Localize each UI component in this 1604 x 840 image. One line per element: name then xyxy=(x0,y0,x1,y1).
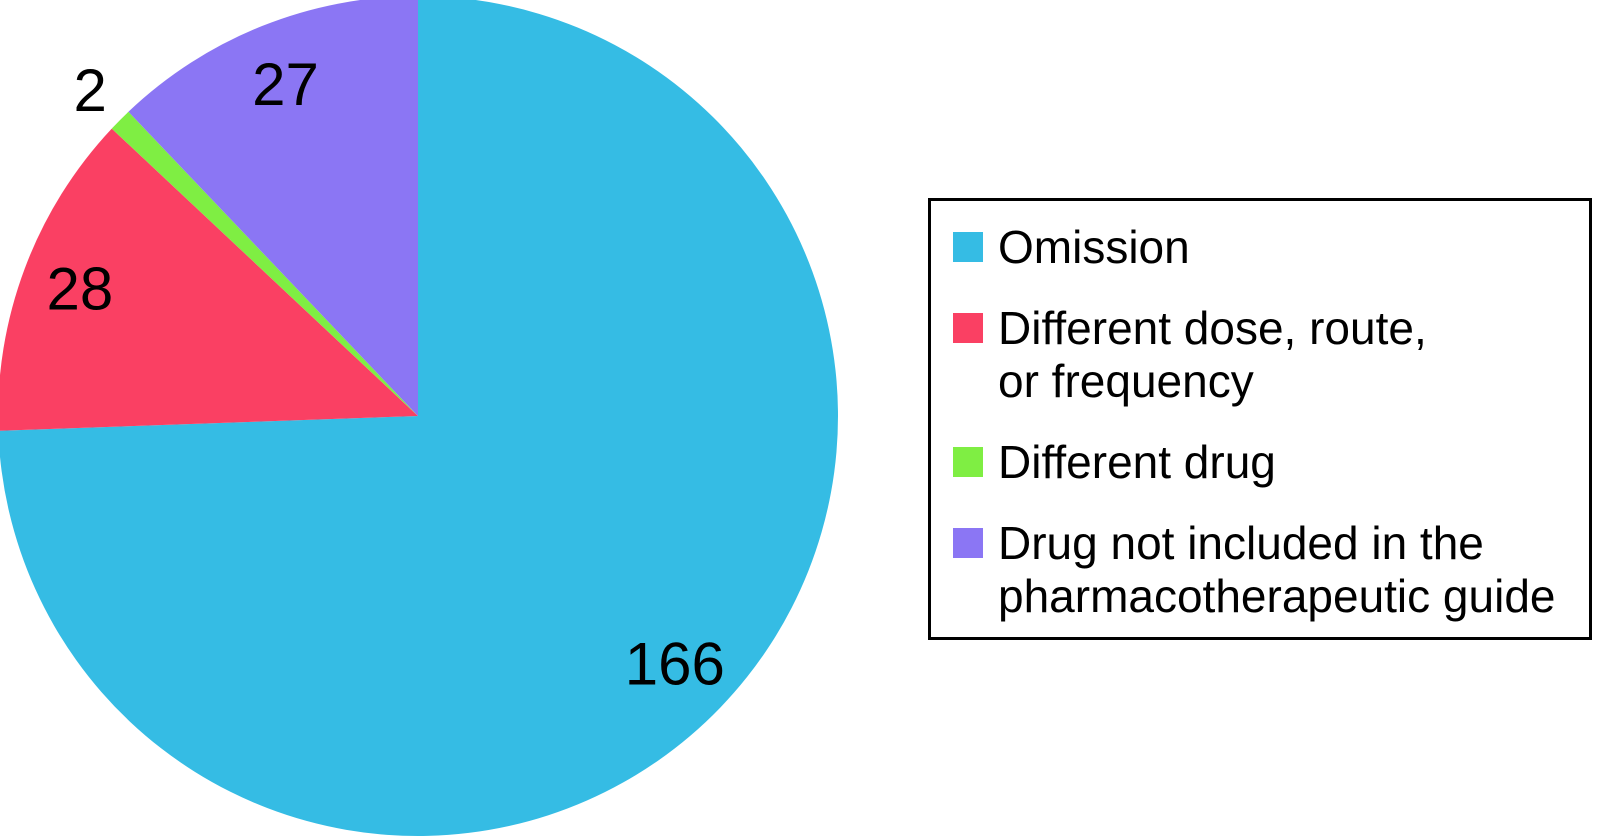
legend-item-drug-not-included: Drug not included in the pharmacotherape… xyxy=(953,517,1579,623)
legend-label-line: Omission xyxy=(998,221,1190,273)
pie-slice-different-drug xyxy=(111,111,418,416)
legend-label-drug-not-included: Drug not included in the pharmacotherape… xyxy=(998,517,1555,623)
legend-item-omission: Omission xyxy=(953,221,1579,274)
legend: Omission Different dose, route, or frequ… xyxy=(928,198,1592,640)
slice-value-label-omission: 166 xyxy=(625,631,725,698)
legend-label-different-dose-route-or-frequency: Different dose, route, or frequency xyxy=(998,302,1427,408)
pie-slice-drug-not-included-in-the-pharmacotherapeutic-guide xyxy=(128,0,418,416)
legend-label-line: pharmacotherapeutic guide xyxy=(998,570,1556,622)
pie-slice-different-dose-route-or-frequency xyxy=(0,128,418,431)
legend-swatch-different-drug xyxy=(953,447,983,477)
slice-value-label-different-drug: 2 xyxy=(74,57,107,124)
legend-label-line: or frequency xyxy=(998,355,1254,407)
slice-value-label-different-dose-route-or-frequency: 28 xyxy=(47,256,114,323)
legend-label-omission: Omission xyxy=(998,221,1190,274)
legend-label-line: Drug not included in the xyxy=(998,517,1484,569)
legend-swatch-omission xyxy=(953,232,983,262)
legend-label-line: Different drug xyxy=(998,436,1276,488)
legend-label-line: Different dose, route, xyxy=(998,302,1427,354)
legend-swatch-drug-not-included xyxy=(953,528,983,558)
pie-slice-omission xyxy=(0,0,838,836)
slice-value-label-drug-not-included-in-the-pharmacotherapeutic-guide: 27 xyxy=(252,51,319,118)
legend-item-different-drug: Different drug xyxy=(953,436,1579,489)
legend-swatch-different-dose-route-or-frequency xyxy=(953,313,983,343)
legend-item-different-dose-route-or-frequency: Different dose, route, or frequency xyxy=(953,302,1579,408)
legend-label-different-drug: Different drug xyxy=(998,436,1276,489)
